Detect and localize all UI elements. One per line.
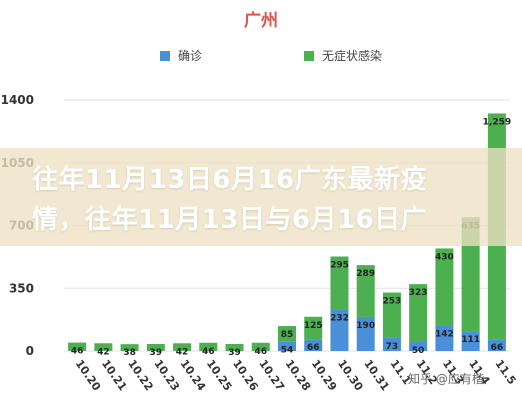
data-label-asymptomatic: 125 (304, 321, 323, 331)
data-label-asymptomatic: 295 (330, 261, 349, 271)
data-label-asymptomatic: 1,259 (483, 117, 511, 127)
data-label-confirmed: 142 (435, 330, 454, 340)
data-label-asymptomatic: 42 (176, 347, 189, 357)
banner-title-line-1: 往年11月13日6月16广东最新疫 (32, 164, 522, 196)
y-tick-label: 0 (26, 344, 34, 358)
y-tick-label: 350 (9, 281, 34, 295)
x-tick-label: 10.20 (73, 357, 104, 393)
watermark: 知乎 @应有楷 (408, 370, 484, 387)
data-label-asymptomatic: 38 (123, 348, 136, 358)
data-label-confirmed: 66 (491, 343, 504, 353)
banner-title-line-2: 情，往年11月13日与6月16日广 (32, 204, 522, 236)
x-tick-label: 10.23 (151, 357, 182, 393)
x-tick-label: 10.22 (125, 357, 156, 393)
x-tick-label: 11.5 (492, 357, 518, 387)
x-tick-label: 10.24 (178, 357, 209, 393)
data-label-confirmed: 66 (307, 343, 320, 353)
data-label-asymptomatic: 39 (228, 348, 241, 358)
legend-swatch-asymptomatic (304, 51, 314, 61)
data-label-confirmed: 73 (386, 342, 399, 352)
x-tick-label: 10.21 (99, 357, 130, 393)
x-tick-label: 10.28 (283, 357, 314, 393)
data-label-asymptomatic: 85 (281, 330, 294, 340)
data-label-confirmed: 111 (461, 335, 480, 345)
data-label-asymptomatic: 253 (383, 297, 402, 307)
x-tick-label: 10.25 (204, 357, 235, 393)
legend: 确诊 无症状感染 (160, 48, 382, 63)
legend-swatch-confirmed (160, 51, 170, 61)
x-tick-label: 10.27 (256, 357, 287, 393)
data-label-asymptomatic: 39 (150, 348, 163, 358)
x-tick-label: 10.29 (309, 357, 340, 393)
x-tick-label: 10.26 (230, 357, 261, 393)
data-label-asymptomatic: 46 (254, 347, 267, 357)
data-label-asymptomatic: 289 (356, 269, 375, 279)
y-tick-label: 1400 (1, 93, 34, 107)
chart-title: 广州 (244, 10, 278, 31)
data-label-confirmed: 190 (356, 321, 375, 331)
data-label-confirmed: 232 (330, 313, 349, 323)
x-tick-label: 10.30 (335, 357, 366, 393)
data-label-asymptomatic: 46 (202, 347, 215, 357)
data-label-asymptomatic: 46 (71, 347, 84, 357)
legend-label-asymptomatic: 无症状感染 (322, 48, 382, 63)
data-label-confirmed: 54 (281, 345, 294, 355)
data-label-confirmed: 50 (412, 346, 425, 356)
x-tick-label: 10.31 (361, 357, 392, 393)
data-label-asymptomatic: 42 (97, 347, 110, 357)
data-label-asymptomatic: 430 (435, 252, 454, 262)
data-label-asymptomatic: 323 (409, 288, 428, 298)
legend-label-confirmed: 确诊 (178, 49, 202, 63)
